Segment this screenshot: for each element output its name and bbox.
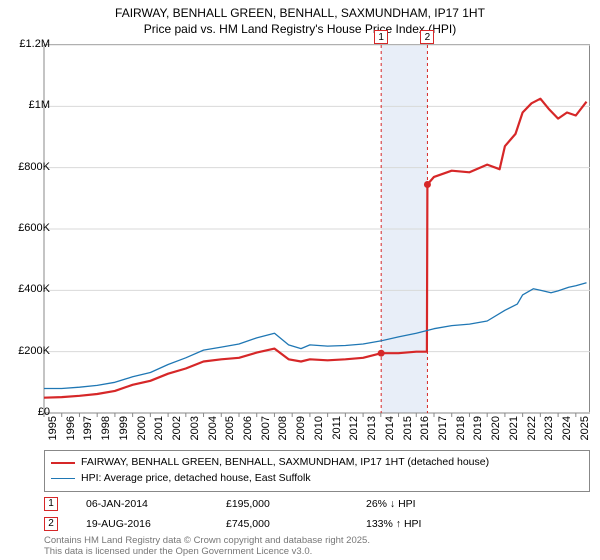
x-axis-label: 2001 <box>153 416 165 440</box>
sale-delta: 133% ↑ HPI <box>366 518 506 530</box>
x-axis-label: 2015 <box>402 416 414 440</box>
x-axis-label: 2014 <box>384 416 396 440</box>
chart-title: FAIRWAY, BENHALL GREEN, BENHALL, SAXMUND… <box>0 0 600 37</box>
sale-price: £195,000 <box>226 498 366 510</box>
x-axis-label: 2009 <box>295 416 307 440</box>
title-line2: Price paid vs. HM Land Registry's House … <box>0 22 600 38</box>
sale-row: 1 06-JAN-2014 £195,000 26% ↓ HPI <box>44 494 590 514</box>
legend-item: FAIRWAY, BENHALL GREEN, BENHALL, SAXMUND… <box>51 455 583 471</box>
x-axis-label: 2021 <box>508 416 520 440</box>
legend-swatch <box>51 462 75 464</box>
x-axis-label: 2003 <box>189 416 201 440</box>
x-axis-label: 2004 <box>207 416 219 440</box>
sale-date: 06-JAN-2014 <box>86 498 226 510</box>
footnote: Contains HM Land Registry data © Crown c… <box>44 536 370 558</box>
sale-marker: 2 <box>44 517 58 531</box>
y-axis-label: £800K <box>18 161 50 173</box>
y-axis-label: £1M <box>29 99 50 111</box>
x-axis-label: 2024 <box>561 416 573 440</box>
legend-swatch <box>51 478 75 479</box>
x-axis-label: 1999 <box>118 416 130 440</box>
x-axis-label: 2023 <box>543 416 555 440</box>
sales-table: 1 06-JAN-2014 £195,000 26% ↓ HPI 2 19-AU… <box>44 494 590 534</box>
chart-marker: 2 <box>420 30 434 44</box>
x-axis-label: 2019 <box>472 416 484 440</box>
x-axis-label: 2006 <box>242 416 254 440</box>
x-axis-label: 1998 <box>100 416 112 440</box>
x-axis-label: 2020 <box>490 416 502 440</box>
x-axis-label: 2010 <box>313 416 325 440</box>
x-axis-label: 2012 <box>348 416 360 440</box>
x-axis-label: 2013 <box>366 416 378 440</box>
sale-marker: 1 <box>44 497 58 511</box>
x-axis-label: 2022 <box>526 416 538 440</box>
sale-row: 2 19-AUG-2016 £745,000 133% ↑ HPI <box>44 514 590 534</box>
legend-label: HPI: Average price, detached house, East… <box>81 471 311 487</box>
x-axis-label: 2002 <box>171 416 183 440</box>
y-axis-label: £400K <box>18 283 50 295</box>
x-axis-label: 1995 <box>47 416 59 440</box>
title-line1: FAIRWAY, BENHALL GREEN, BENHALL, SAXMUND… <box>0 6 600 22</box>
x-axis-label: 2007 <box>260 416 272 440</box>
sale-price: £745,000 <box>226 518 366 530</box>
x-axis-label: 1996 <box>65 416 77 440</box>
legend-item: HPI: Average price, detached house, East… <box>51 471 583 487</box>
x-axis-label: 2005 <box>224 416 236 440</box>
sale-delta: 26% ↓ HPI <box>366 498 506 510</box>
x-axis-label: 2017 <box>437 416 449 440</box>
x-axis-label: 2011 <box>331 416 343 440</box>
footnote-line: This data is licensed under the Open Gov… <box>44 547 370 558</box>
x-axis-label: 1997 <box>82 416 94 440</box>
chart-marker: 1 <box>374 30 388 44</box>
y-axis-label: £1.2M <box>19 38 50 50</box>
y-axis-label: £600K <box>18 222 50 234</box>
x-axis-label: 2016 <box>419 416 431 440</box>
x-axis-label: 2018 <box>455 416 467 440</box>
chart-plot-area <box>44 44 590 412</box>
y-axis-label: £200K <box>18 345 50 357</box>
legend-label: FAIRWAY, BENHALL GREEN, BENHALL, SAXMUND… <box>81 455 489 471</box>
x-axis-label: 2025 <box>579 416 591 440</box>
x-axis-label: 2008 <box>277 416 289 440</box>
legend: FAIRWAY, BENHALL GREEN, BENHALL, SAXMUND… <box>44 450 590 492</box>
sale-date: 19-AUG-2016 <box>86 518 226 530</box>
x-axis-label: 2000 <box>136 416 148 440</box>
